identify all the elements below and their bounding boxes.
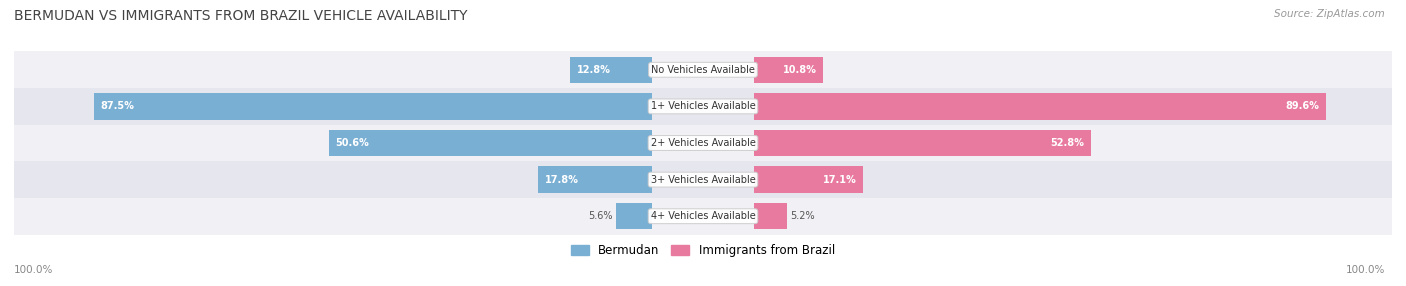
Text: 5.2%: 5.2% [790,211,815,221]
Bar [754,203,787,229]
Bar [14,161,1392,198]
Text: 4+ Vehicles Available: 4+ Vehicles Available [651,211,755,221]
Bar [14,51,1392,88]
Bar [329,130,652,156]
Bar [538,166,652,193]
Bar [14,88,1392,125]
Text: 17.8%: 17.8% [544,175,579,184]
Text: 89.6%: 89.6% [1285,102,1319,111]
Bar [754,130,1091,156]
Text: 5.6%: 5.6% [589,211,613,221]
Bar [754,166,863,193]
Bar [14,198,1392,235]
Bar [754,57,823,83]
Bar [14,125,1392,161]
Text: 17.1%: 17.1% [823,175,856,184]
Text: 52.8%: 52.8% [1050,138,1084,148]
Text: No Vehicles Available: No Vehicles Available [651,65,755,75]
Text: 50.6%: 50.6% [336,138,370,148]
Bar [616,203,652,229]
Bar [754,93,1326,120]
Bar [571,57,652,83]
Text: 100.0%: 100.0% [1346,265,1385,275]
Text: 87.5%: 87.5% [100,102,134,111]
Text: BERMUDAN VS IMMIGRANTS FROM BRAZIL VEHICLE AVAILABILITY: BERMUDAN VS IMMIGRANTS FROM BRAZIL VEHIC… [14,9,468,23]
Text: 2+ Vehicles Available: 2+ Vehicles Available [651,138,755,148]
Text: Source: ZipAtlas.com: Source: ZipAtlas.com [1274,9,1385,19]
Text: 12.8%: 12.8% [576,65,610,75]
Text: 100.0%: 100.0% [14,265,53,275]
Bar [94,93,652,120]
Legend: Bermudan, Immigrants from Brazil: Bermudan, Immigrants from Brazil [567,239,839,262]
Text: 1+ Vehicles Available: 1+ Vehicles Available [651,102,755,111]
Text: 3+ Vehicles Available: 3+ Vehicles Available [651,175,755,184]
Text: 10.8%: 10.8% [783,65,817,75]
